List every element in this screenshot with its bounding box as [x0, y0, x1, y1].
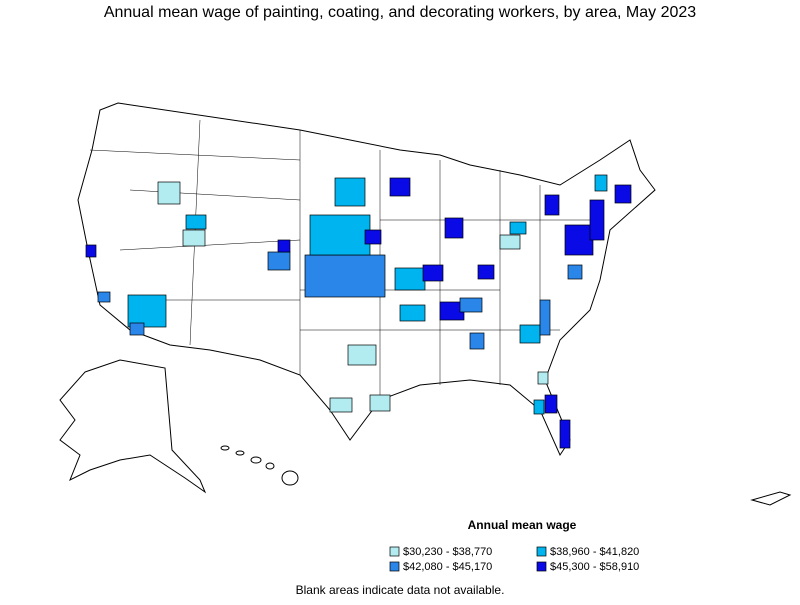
wage-area — [127, 294, 167, 328]
wage-area — [499, 234, 521, 250]
wage-area — [594, 174, 608, 192]
alaska — [59, 359, 207, 494]
wage-area — [509, 221, 527, 235]
legend-label: $45,300 - $58,910 — [550, 561, 639, 573]
legend-label: $42,080 - $45,170 — [403, 561, 492, 573]
legend-swatch — [389, 546, 400, 557]
wage-area — [537, 371, 549, 385]
wage-area — [459, 297, 483, 313]
wage-area — [559, 419, 571, 449]
legend-label: $30,230 - $38,770 — [403, 546, 492, 558]
legend-swatch — [536, 561, 547, 572]
wage-area — [364, 229, 382, 245]
footnote: Blank areas indicate data not available. — [296, 583, 505, 597]
wage-area — [304, 254, 386, 298]
wage-area — [519, 324, 541, 344]
legend: Annual mean wage $30,230 - $38,770 $38,96… — [389, 518, 639, 573]
wage-area — [389, 177, 411, 197]
wage-area — [129, 322, 145, 336]
hawaii — [220, 445, 299, 486]
wage-area — [182, 229, 206, 247]
wage-area — [347, 344, 377, 366]
wage-area — [97, 291, 111, 303]
wage-area — [533, 399, 545, 415]
wage-area — [539, 299, 551, 336]
wage-area — [422, 264, 444, 282]
wage-area — [544, 194, 560, 216]
wage-area — [309, 214, 371, 256]
wage-area — [277, 239, 291, 253]
wage-area — [589, 199, 605, 241]
wage-area — [477, 264, 495, 280]
wage-area — [444, 217, 464, 239]
legend-swatch — [536, 546, 547, 557]
wage-area — [267, 251, 291, 271]
puerto-rico — [750, 491, 792, 506]
wage-area — [567, 264, 583, 280]
legend-swatch — [389, 561, 400, 572]
wage-area — [564, 224, 594, 256]
wage-areas — [85, 174, 632, 449]
legend-label: $38,960 - $41,820 — [550, 546, 639, 558]
wage-area — [394, 267, 426, 291]
wage-area — [334, 177, 366, 207]
wage-area — [544, 394, 558, 414]
wage-area — [399, 304, 426, 322]
wage-area — [369, 394, 391, 412]
wage-area — [469, 332, 485, 350]
wage-area — [185, 214, 207, 230]
map-title: Annual mean wage of painting, coating, a… — [104, 4, 696, 21]
legend-title: Annual mean wage — [468, 518, 577, 532]
wage-area — [157, 181, 181, 205]
wage-area — [614, 184, 632, 204]
wage-area — [329, 397, 353, 413]
wage-area — [85, 244, 97, 258]
